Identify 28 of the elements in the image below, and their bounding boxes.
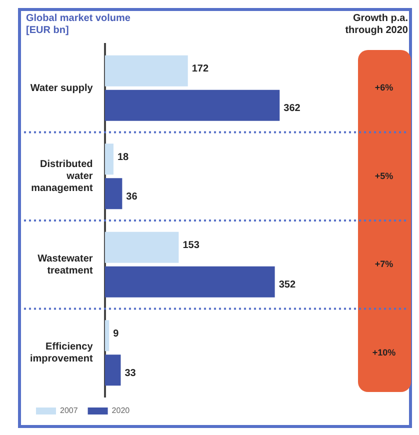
y-tick-label: Distributed water management [31,159,94,194]
y-tick-label: Wastewater treatment [38,253,94,276]
text: +7% [374,259,394,270]
text: +6% [374,82,394,93]
text: Growth p.a. through 2020 [345,12,408,36]
data-label: 33 [124,368,136,379]
data-label: 9 [113,328,120,340]
y-tick-label: Water supply [30,82,94,94]
bar [104,55,188,86]
data-label: 18 [117,152,130,163]
bar [104,354,121,386]
data-label: 172 [192,64,209,75]
data-label: 36 [126,191,138,202]
legend-label: 2020 [112,406,130,416]
legend-label: 2007 [60,406,78,416]
bar [104,178,122,210]
text: +10% [372,347,396,358]
data-label: 153 [182,240,200,252]
text: +5% [374,170,394,181]
bar [104,266,275,298]
y-tick-label: Efficiency improvement [30,342,94,365]
bar [104,90,280,121]
data-label: 352 [278,280,296,291]
bar [104,320,110,352]
chart-title: Global market volume [EUR bn] [26,12,131,36]
data-label: 362 [284,103,301,114]
bar [104,144,114,175]
bar [104,232,179,263]
